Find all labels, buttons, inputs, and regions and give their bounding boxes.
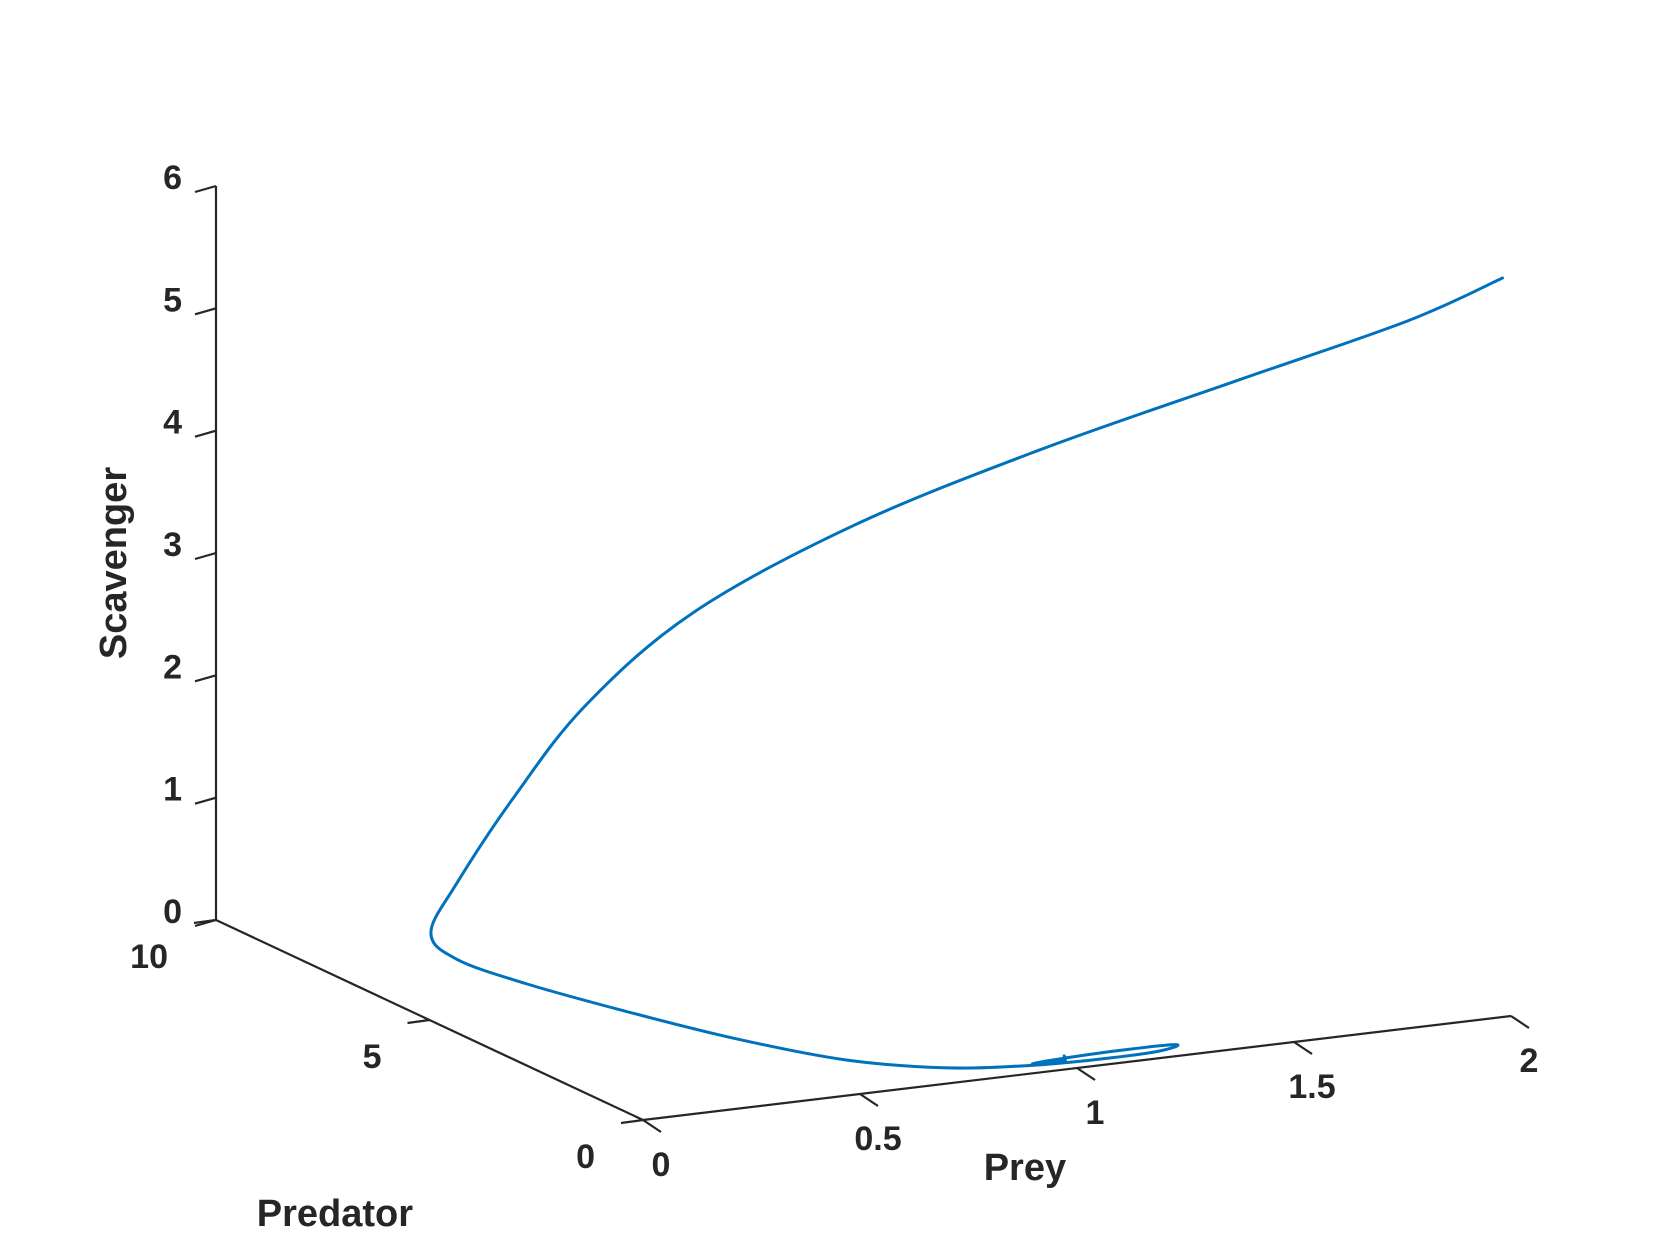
prey-tick-label: 1 <box>1086 1094 1105 1132</box>
scavenger-tick-mark <box>194 918 217 928</box>
predator-axis-title: Predator <box>257 1193 413 1235</box>
scavenger-axis-title: Scavenger <box>93 467 135 659</box>
prey-tick-mark <box>1076 1067 1096 1081</box>
scavenger-tick-mark <box>194 796 217 805</box>
scavenger-tick-mark <box>194 674 217 683</box>
scavenger-tick-label: 6 <box>163 159 182 197</box>
prey-tick-mark <box>642 1119 662 1133</box>
scavenger-tick-label: 4 <box>163 404 182 442</box>
prey-tick-mark <box>1510 1015 1530 1029</box>
labels-layer: 0 0.5 1 1.5 2 0 5 10 0 1 2 3 4 5 6 Prey Predator Scavenge… <box>93 159 1538 1235</box>
prey-tick-label: 0.5 <box>854 1120 901 1158</box>
scavenger-tick-label: 2 <box>163 648 182 686</box>
predator-tick-label: 5 <box>363 1038 382 1076</box>
predator-tick-mark <box>620 1118 644 1125</box>
trajectory-line <box>429 276 1504 1070</box>
scavenger-tick-mark <box>194 429 217 438</box>
scavenger-tick-mark <box>194 307 217 316</box>
prey-tick-label: 0 <box>652 1146 671 1184</box>
prey-tick-mark <box>859 1093 879 1107</box>
predator-tick-mark <box>407 1018 430 1025</box>
scavenger-tick-label: 5 <box>163 281 182 319</box>
scavenger-tick-mark <box>194 551 217 561</box>
scavenger-tick-mark <box>194 184 217 194</box>
prey-tick-label: 2 <box>1520 1042 1539 1080</box>
prey-tick-mark <box>1293 1041 1313 1055</box>
prey-axis-title: Prey <box>984 1147 1066 1189</box>
scavenger-tick-label: 3 <box>163 526 182 564</box>
prey-tick-label: 1.5 <box>1288 1068 1335 1106</box>
predator-tick-label: 10 <box>130 938 168 976</box>
predator-tick-label: 0 <box>576 1138 595 1176</box>
scavenger-tick-label: 1 <box>163 771 182 809</box>
scavenger-tick-label: 0 <box>163 893 182 931</box>
axes-layer <box>193 184 1530 1133</box>
series-layer <box>429 276 1504 1070</box>
